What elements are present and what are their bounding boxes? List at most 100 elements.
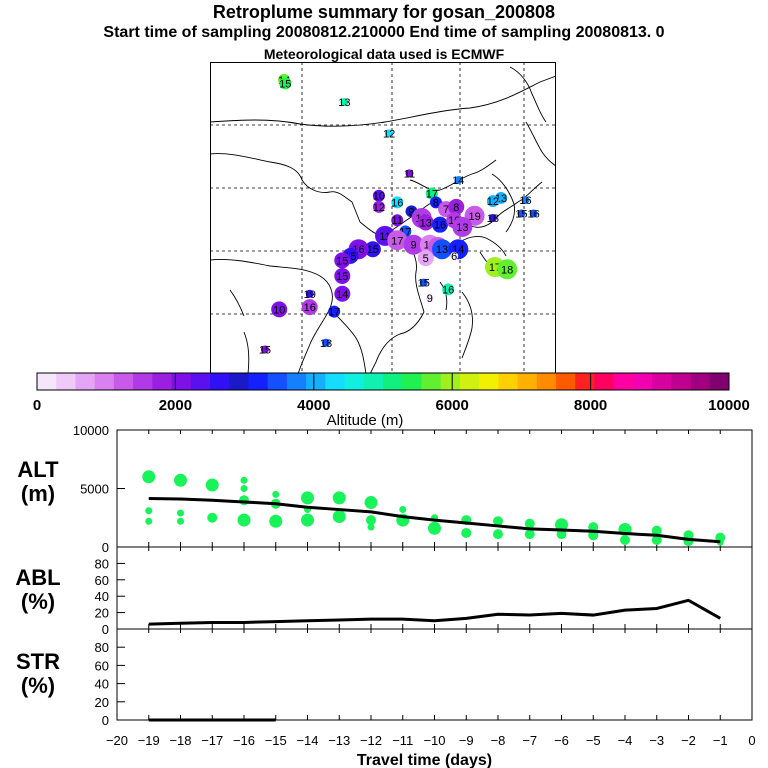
colorbar-tick-label: 4000 <box>297 397 330 414</box>
colorbar-swatch <box>671 373 692 390</box>
map-plume-point: 17 <box>328 305 341 319</box>
x-tick-label: −18 <box>169 733 191 748</box>
alt-scatter-point <box>145 507 153 515</box>
colorbar-swatch <box>421 373 442 390</box>
map-plume-point: 15 <box>279 77 291 90</box>
map-plume-circle <box>448 198 465 215</box>
abl-ytick-label: 40 <box>95 589 109 604</box>
colorbar-swatch <box>632 373 653 390</box>
alt-scatter-point <box>367 523 375 531</box>
str-label-top: STR <box>16 649 60 674</box>
map-plume-point: 14 <box>452 175 464 187</box>
alt-scatter-point <box>620 534 630 545</box>
colorbar-swatch <box>75 373 96 390</box>
str-label-unit: (%) <box>20 673 56 698</box>
alt-scatter-point <box>524 518 535 529</box>
map-plume-circle <box>442 283 455 296</box>
map-plume-day-label: 16 <box>304 302 316 314</box>
x-tick-label: −3 <box>649 733 664 748</box>
alt-scatter-point <box>240 476 248 484</box>
map-plume-circle <box>387 230 408 251</box>
map-plume-circle <box>334 285 351 302</box>
map-plume-point: 16 <box>301 299 318 316</box>
str-ytick-label: 80 <box>95 640 109 655</box>
map-plume-day-label: 11 <box>404 168 415 180</box>
coastline <box>229 289 245 317</box>
alt-scatter-point <box>239 495 249 506</box>
map-plume-point: 16 <box>519 195 531 207</box>
abl-ytick-label: 20 <box>95 606 109 621</box>
map-plume-point: 5 <box>417 250 434 267</box>
abl-label-top: ABL <box>15 565 61 590</box>
map-plume-circle <box>497 259 518 280</box>
map-plume-circle <box>425 294 434 303</box>
map-plume-circle <box>271 301 288 318</box>
map-plume-circle <box>301 299 318 316</box>
x-tick-label: −8 <box>491 733 506 748</box>
alt-scatter-point <box>461 527 472 538</box>
x-tick-label: −9 <box>459 733 474 748</box>
map-plume-point: 15 <box>334 252 351 269</box>
colorbar-swatch <box>690 373 711 390</box>
str-ytick-label: 60 <box>95 658 109 673</box>
colorbar-swatch <box>210 373 230 390</box>
alt-ytick-label: 0 <box>102 540 109 555</box>
alt-scatter-point <box>364 496 378 510</box>
colorbar-swatch <box>133 373 153 390</box>
map-plume-circle <box>419 278 428 287</box>
map-plume-day-label: 13 <box>338 97 350 109</box>
colorbar-swatch <box>344 373 365 390</box>
map-plume-day-label: 18 <box>501 264 513 276</box>
map-plume-day-label: 15 <box>367 244 379 256</box>
colorbar-swatch <box>190 373 211 390</box>
colorbar-swatch <box>286 373 307 390</box>
map-plume-circle <box>529 209 538 218</box>
x-tick-label: −4 <box>618 733 633 748</box>
x-tick-label: −15 <box>265 733 287 748</box>
colorbar-tick-label: 6000 <box>436 397 469 414</box>
colorbar-swatch <box>517 373 538 390</box>
colorbar-swatch <box>402 373 422 390</box>
x-tick-label: −10 <box>423 733 445 748</box>
map-plume-day-label: 18 <box>320 338 332 350</box>
map-plume-day-label: 12 <box>383 128 395 140</box>
abl-label-unit: (%) <box>20 589 56 614</box>
alt-scatter-point <box>145 517 153 525</box>
map-plume-day-label: 15 <box>259 344 271 356</box>
coastline <box>461 181 543 228</box>
alt-scatter-point <box>556 529 567 540</box>
map-plume-point: 11 <box>404 168 415 180</box>
alt-scatter-point <box>240 485 248 492</box>
colorbar-swatch <box>536 373 557 390</box>
altitude-colorbar: 0 2000 4000 6000 8000 10000 Altitude (m) <box>33 372 750 429</box>
x-tick-label: −19 <box>138 733 160 748</box>
x-tick-label: −12 <box>360 733 382 748</box>
map-plume-point: 12 <box>487 195 499 208</box>
alt-scatter-point <box>301 491 314 505</box>
map-plume-circle <box>417 214 434 231</box>
map-plume-circle <box>486 195 499 208</box>
map-plume-day-label: 18 <box>487 213 499 225</box>
map-plume-point: 16 <box>527 209 539 221</box>
alt-scatter-point <box>177 509 184 517</box>
x-tick-label: −1 <box>713 733 728 748</box>
map-plume-day-label: 5 <box>423 253 429 265</box>
colorbar-swatch <box>459 373 480 390</box>
colorbar-swatch <box>709 373 730 390</box>
alt-panel-label: ALT (m) <box>6 458 70 506</box>
alt-scatter-point <box>588 522 599 533</box>
map-plume-day-label: 16 <box>519 195 531 207</box>
met-data-text: Meteorological data used is ECMWF <box>263 46 505 62</box>
alt-scatter-point <box>399 506 407 514</box>
map-plume-point: 15 <box>515 209 527 221</box>
abl-ytick-label: 60 <box>95 573 109 588</box>
map-plume-day-label: 6 <box>451 251 457 263</box>
map-plume-point: 13 <box>432 239 453 260</box>
x-tick-label: −13 <box>328 733 350 748</box>
map-plume-point: 19 <box>304 289 316 301</box>
colorbar-swatch <box>613 373 634 390</box>
map-plume-day-label: 14 <box>336 289 348 301</box>
map-plume-circle <box>328 305 341 318</box>
map-plume-point: 15 <box>259 344 271 356</box>
alt-scatter-point <box>174 473 187 487</box>
